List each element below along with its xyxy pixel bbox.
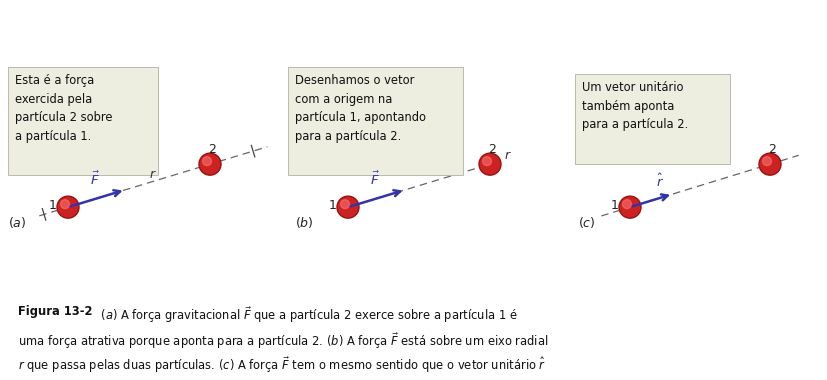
Circle shape: [57, 196, 79, 218]
Text: 2: 2: [767, 142, 775, 156]
Text: 1: 1: [610, 199, 619, 212]
Circle shape: [762, 157, 771, 166]
Text: $r$ que passa pelas duas partículas. $(c)$ A força $\vec{F}$ tem o mesmo sentido: $r$ que passa pelas duas partículas. $(c…: [18, 356, 546, 375]
FancyBboxPatch shape: [574, 74, 729, 164]
Circle shape: [60, 200, 69, 209]
Text: $(c)$: $(c)$: [577, 215, 595, 230]
Text: Um vetor unitário
também aponta
para a partícula 2.: Um vetor unitário também aponta para a p…: [581, 81, 687, 131]
Text: $(a)$: $(a)$: [8, 215, 26, 230]
FancyBboxPatch shape: [288, 67, 462, 175]
Text: $\vec{F}$: $\vec{F}$: [89, 171, 99, 188]
Text: $r$: $r$: [504, 149, 511, 162]
Text: $\vec{F}$: $\vec{F}$: [369, 171, 379, 188]
Circle shape: [203, 157, 211, 166]
Text: $(b)$: $(b)$: [294, 215, 313, 230]
Text: $r$: $r$: [149, 168, 156, 180]
Text: $\hat{r}$: $\hat{r}$: [655, 173, 663, 190]
Circle shape: [479, 153, 500, 175]
Circle shape: [340, 200, 349, 209]
Circle shape: [337, 196, 359, 218]
Text: 2: 2: [487, 142, 495, 156]
Circle shape: [482, 157, 491, 166]
Text: $(a)$ A força gravitacional $\vec{F}$ que a partícula 2 exerce sobre a partícula: $(a)$ A força gravitacional $\vec{F}$ qu…: [97, 305, 517, 325]
Text: 1: 1: [328, 199, 337, 212]
Text: 2: 2: [208, 142, 216, 156]
FancyBboxPatch shape: [8, 67, 158, 175]
Text: Esta é a força
exercida pela
partícula 2 sobre
a partícula 1.: Esta é a força exercida pela partícula 2…: [15, 74, 112, 142]
Text: Desenhamos o vetor
com a origem na
partícula 1, apontando
para a partícula 2.: Desenhamos o vetor com a origem na partí…: [294, 74, 425, 142]
Circle shape: [758, 153, 780, 175]
Circle shape: [619, 196, 640, 218]
Circle shape: [622, 200, 631, 209]
Circle shape: [198, 153, 221, 175]
Text: Figura 13-2: Figura 13-2: [18, 305, 93, 318]
Text: 1: 1: [49, 199, 57, 212]
Text: uma força atrativa porque aponta para a partícula 2. $(b)$ A força $\vec{F}$ est: uma força atrativa porque aponta para a …: [18, 331, 547, 351]
